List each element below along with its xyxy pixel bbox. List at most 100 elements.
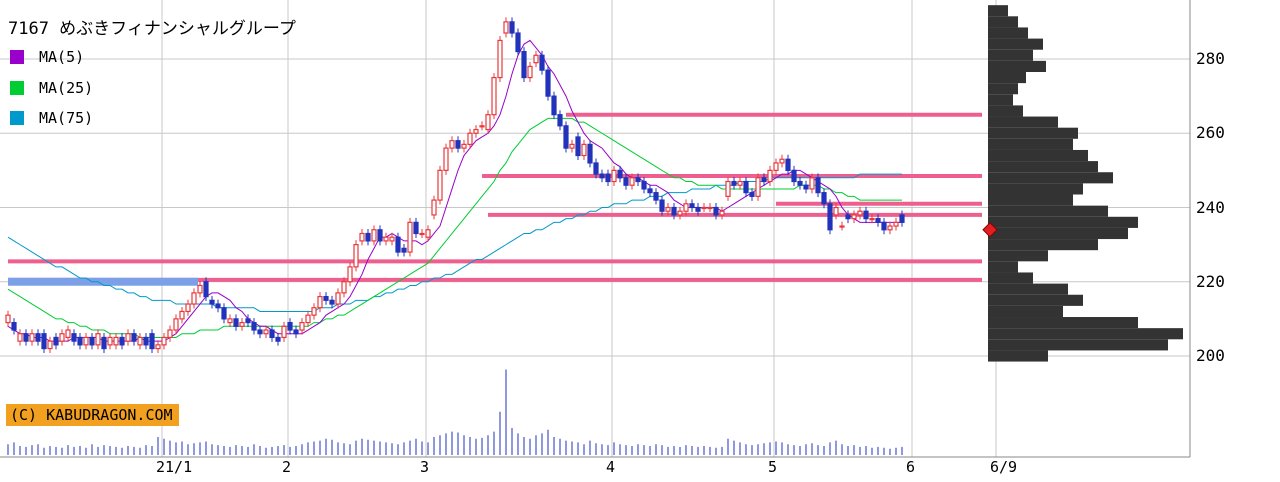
candle-body <box>251 321 257 331</box>
candle-body <box>659 199 665 212</box>
candle-body <box>425 229 431 238</box>
candle-body <box>833 206 839 216</box>
candle-body <box>797 180 803 186</box>
candle-body <box>839 225 845 228</box>
candle-body <box>809 177 815 190</box>
candle-body <box>323 296 329 301</box>
candle-body <box>269 329 275 339</box>
candle-body <box>371 229 377 242</box>
candle-body <box>869 218 875 221</box>
candle-body <box>263 329 269 335</box>
candle-body <box>695 206 701 212</box>
candle-body <box>461 143 467 149</box>
volume-profile-bar <box>988 317 1138 329</box>
candle-body <box>527 65 533 79</box>
candle-body <box>629 177 635 186</box>
y-tick-label: 200 <box>1196 346 1225 365</box>
candle-body <box>275 336 281 342</box>
legend-ma5: MA(5) <box>10 48 84 66</box>
ma75-line <box>7 173 902 312</box>
y-tick-label: 280 <box>1196 49 1225 68</box>
candle-body <box>65 329 71 339</box>
candle-body <box>359 232 365 242</box>
candle-body <box>731 180 737 186</box>
candle-body <box>791 169 797 183</box>
candle-body <box>653 192 659 201</box>
candle-body <box>155 344 161 350</box>
legend-ma75: MA(75) <box>10 109 93 127</box>
legend-label-ma25: MA(25) <box>39 79 94 97</box>
volume-profile-bar <box>988 194 1073 206</box>
candle-body <box>803 184 809 190</box>
candle-body <box>827 203 833 231</box>
candle-body <box>899 214 905 223</box>
candle-body <box>635 177 641 183</box>
candle-body <box>473 128 479 134</box>
volume-profile-bar <box>988 116 1058 128</box>
candle-body <box>311 307 317 316</box>
candle-body <box>845 214 851 220</box>
candle-body <box>329 299 335 305</box>
candle-body <box>743 180 749 194</box>
volume-profile-bar <box>988 38 1043 50</box>
candle-body <box>143 336 149 346</box>
y-tick-label: 240 <box>1196 197 1225 217</box>
candle-body <box>389 236 395 242</box>
candle-body <box>341 281 347 294</box>
volume-profile-bar <box>988 305 1063 318</box>
volume-profile-bar <box>988 294 1083 306</box>
candle-body <box>353 244 359 268</box>
candle-body <box>623 177 629 186</box>
candle-body <box>491 76 497 116</box>
candle-body <box>293 329 299 335</box>
candle-body <box>77 336 83 346</box>
candle-body <box>317 296 323 309</box>
candle-body <box>863 210 869 220</box>
candle-body <box>599 173 605 179</box>
candle-body <box>125 333 131 342</box>
candle-body <box>851 214 857 220</box>
candle-body <box>113 336 119 346</box>
candle-body <box>521 50 527 79</box>
candle-body <box>509 21 515 34</box>
candle-body <box>239 321 245 327</box>
candle-body <box>683 203 689 212</box>
copyright-badge: (C) KABUDRAGON.COM <box>6 404 179 426</box>
candle-body <box>431 199 437 216</box>
volume-profile-bar <box>988 105 1023 117</box>
volume-profile-bar <box>988 261 1018 273</box>
volume-profile-bar <box>988 205 1108 217</box>
candle-body <box>503 21 509 34</box>
candle-body <box>641 180 647 190</box>
candle-body <box>221 307 227 320</box>
candle-body <box>95 333 101 346</box>
candle-body <box>89 336 95 346</box>
candle-body <box>5 314 11 324</box>
candle-body <box>215 303 221 309</box>
y-tick-label: 220 <box>1196 271 1225 291</box>
candle-body <box>203 281 209 298</box>
legend-swatch-ma75 <box>10 111 24 125</box>
candle-body <box>101 336 107 350</box>
candle-body <box>149 333 155 350</box>
candle-body <box>749 192 755 197</box>
candle-body <box>497 39 503 79</box>
candle-body <box>893 221 899 227</box>
candle-body <box>779 158 785 164</box>
candle-body <box>401 247 407 253</box>
candle-body <box>167 329 173 339</box>
candle-body <box>755 177 761 197</box>
candle-body <box>569 143 575 149</box>
candle-body <box>557 114 563 127</box>
candle-body <box>785 158 791 171</box>
volume-profile-bar <box>988 216 1138 228</box>
candle-body <box>773 162 779 171</box>
candle-body <box>71 333 77 342</box>
candle-body <box>305 314 311 324</box>
candle-body <box>419 232 425 236</box>
candle-body <box>281 325 287 339</box>
candle-body <box>467 132 473 145</box>
x-tick-label: 5 <box>768 458 778 476</box>
